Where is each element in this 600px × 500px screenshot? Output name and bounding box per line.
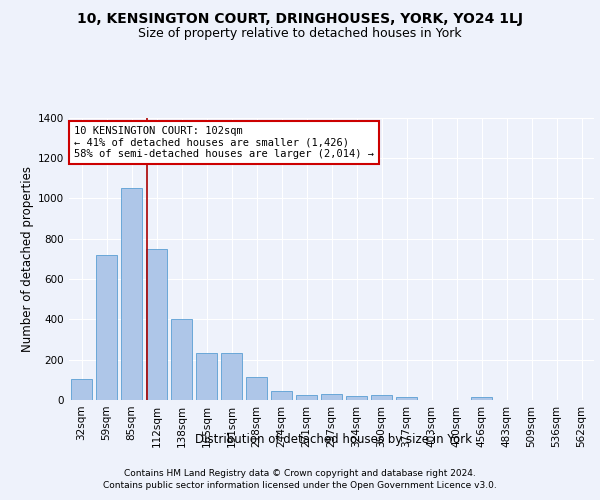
Bar (96, 254, 117, 400)
Text: Contains public sector information licensed under the Open Government Licence v3: Contains public sector information licen… (103, 481, 497, 490)
Text: 10 KENSINGTON COURT: 102sqm
← 41% of detached houses are smaller (1,426)
58% of : 10 KENSINGTON COURT: 102sqm ← 41% of det… (74, 126, 374, 159)
Bar (221, 352, 242, 400)
Bar (396, 397, 417, 400)
Bar (196, 352, 217, 400)
Bar (171, 320, 192, 400)
Text: Contains HM Land Registry data © Crown copyright and database right 2024.: Contains HM Land Registry data © Crown c… (124, 469, 476, 478)
Bar (71, 379, 92, 400)
Bar (371, 395, 392, 400)
Text: Size of property relative to detached houses in York: Size of property relative to detached ho… (138, 28, 462, 40)
Bar (146, 248, 167, 400)
Bar (321, 394, 342, 400)
Text: 10, KENSINGTON COURT, DRINGHOUSES, YORK, YO24 1LJ: 10, KENSINGTON COURT, DRINGHOUSES, YORK,… (77, 12, 523, 26)
Bar (121, 188, 142, 400)
Text: Distribution of detached houses by size in York: Distribution of detached houses by size … (194, 432, 472, 446)
Bar (271, 391, 292, 400)
Y-axis label: Number of detached properties: Number of detached properties (21, 166, 34, 352)
Bar (346, 396, 367, 400)
Bar (246, 377, 267, 400)
Bar (471, 397, 492, 400)
Bar (296, 395, 317, 400)
